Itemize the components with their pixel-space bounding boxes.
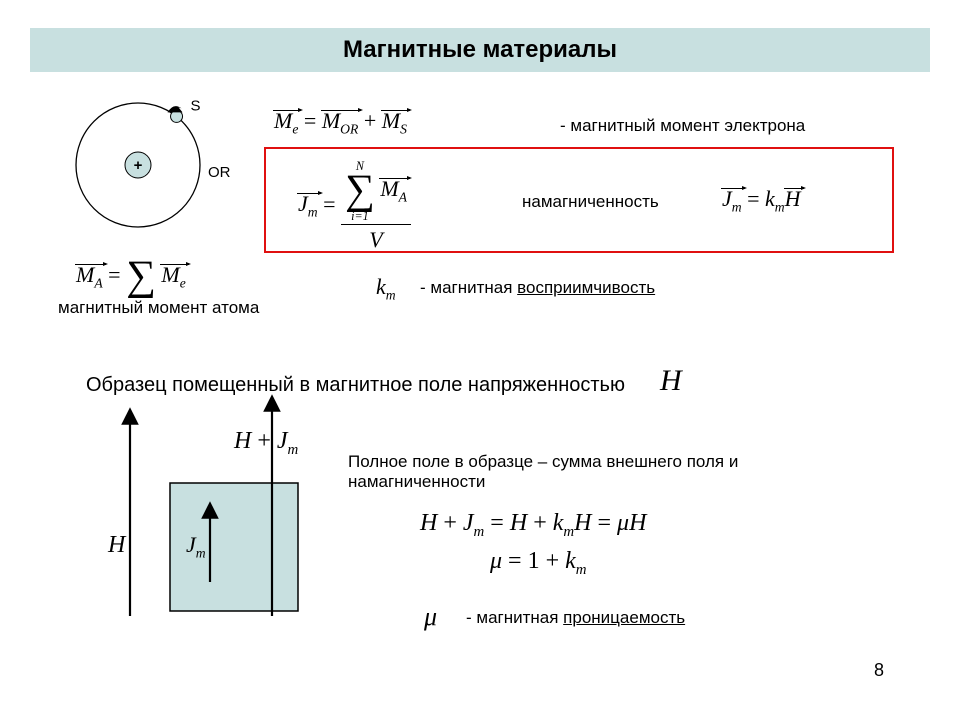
big-h-symbol: H [660, 364, 682, 398]
eq-electron-moment: Me = MOR + MS [274, 108, 407, 137]
eq-full-field-1: H + Jm = H + kmH = μH [420, 510, 646, 541]
eq-km-symbol: km [376, 274, 396, 303]
caption-full-field: Полное поле в образце – сумма внешнего п… [348, 452, 738, 492]
label-jm: Jm [186, 532, 206, 561]
svg-text:OR: OR [208, 164, 231, 181]
eq-magnetization-sum: Jm = N∑i=1 MAV [298, 160, 411, 253]
eq-mu-symbol: μ [424, 602, 437, 632]
label-h: H [108, 532, 125, 559]
caption-atom-moment: магнитный момент атома [58, 298, 259, 318]
label-h-plus-jm: H + Jm [234, 428, 298, 459]
caption-permeability: - магнитная проницаемость [466, 608, 685, 628]
svg-text:S: S [191, 97, 201, 114]
title-text: Магнитные материалы [343, 36, 617, 64]
eq-magnetization-kh: Jm = kmH [722, 186, 801, 215]
page-number: 8 [874, 660, 884, 681]
title-bar: Магнитные материалы [30, 28, 930, 72]
caption-susceptibility: - магнитная восприимчивость [420, 278, 655, 298]
eq-full-field-2: μ = 1 + km [490, 548, 587, 579]
caption-magnetization: намагниченность [522, 192, 659, 212]
atom-diagram: + S OR [30, 86, 290, 256]
caption-electron-moment: - магнитный момент электрона [560, 116, 805, 136]
svg-text:+: + [134, 157, 143, 174]
